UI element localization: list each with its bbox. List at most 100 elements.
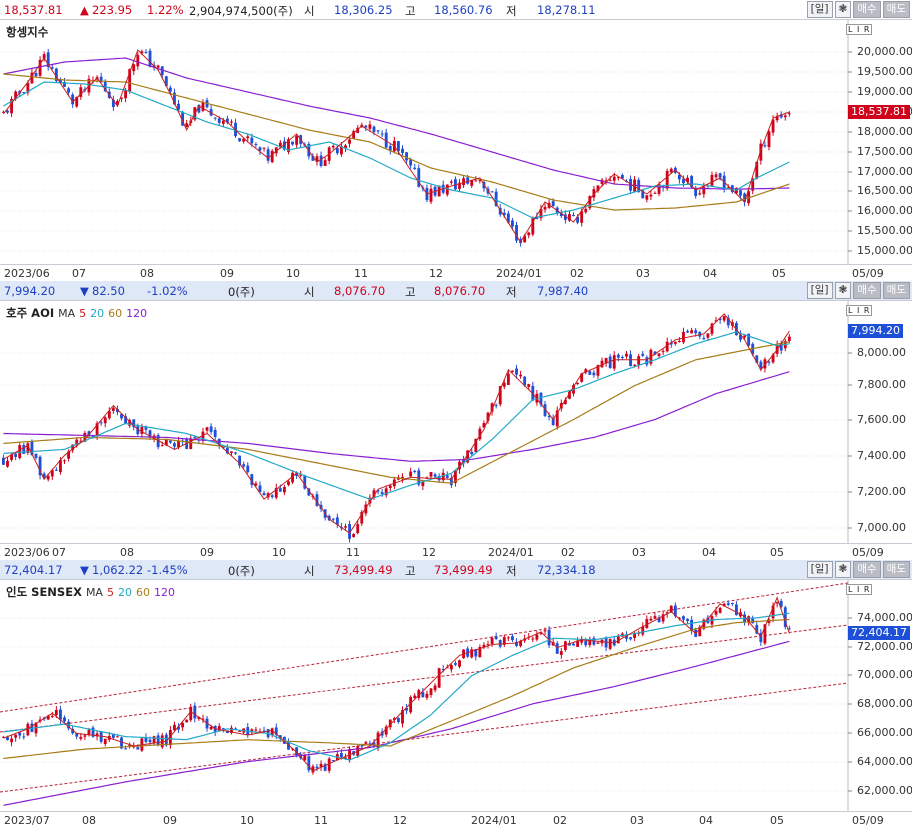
candle-body <box>474 438 478 453</box>
high-value: 18,560.76 <box>434 3 493 17</box>
x-tick-label: 03 <box>636 267 650 280</box>
candle-body <box>433 474 437 477</box>
candle-body <box>718 607 722 613</box>
candle-body <box>168 730 172 746</box>
x-tick-label: 2023/07 <box>4 814 50 827</box>
candle-body <box>604 180 608 182</box>
candle-body <box>576 216 580 223</box>
high-value: 8,076.70 <box>434 284 486 298</box>
buy-button[interactable]: 매수 <box>853 282 881 299</box>
x-tick-label: 12 <box>422 546 436 559</box>
candle-body <box>234 452 237 454</box>
candle-body <box>185 123 189 127</box>
candle-body <box>392 718 396 720</box>
candle-body <box>767 131 771 147</box>
candle-body <box>657 617 661 623</box>
period-selector[interactable]: [일] <box>806 282 833 299</box>
volume: 2,904,974,500(주) <box>189 4 293 18</box>
candle-body <box>246 465 250 473</box>
candle-body <box>588 371 592 375</box>
candle-body <box>319 155 323 166</box>
candle-body <box>201 431 205 441</box>
candle-body <box>79 440 83 442</box>
candle-body <box>95 733 99 737</box>
candle-body <box>576 383 580 385</box>
buy-button[interactable]: 매수 <box>853 1 881 18</box>
quote-header: 18,537.81 ▲ 223.95 1.22% 2,904,974,500(주) 시 18… <box>0 0 912 20</box>
candle-body <box>580 373 584 382</box>
candle-body <box>454 663 457 665</box>
price-axis-area <box>848 580 912 811</box>
period-selector[interactable]: [일] <box>806 1 833 18</box>
sell-button[interactable]: 매도 <box>882 1 910 18</box>
candle-body <box>506 373 510 385</box>
candle-body <box>303 476 307 489</box>
candle-body <box>71 94 75 105</box>
candle-body <box>238 730 242 732</box>
candle-body <box>405 152 408 161</box>
candle-body <box>710 174 714 186</box>
candle-body <box>787 113 791 115</box>
candle-body <box>46 475 50 480</box>
y-tick-label: 19,500.00 <box>857 65 912 78</box>
candle-body <box>759 143 763 161</box>
scale-toggle[interactable]: L I R <box>846 24 873 35</box>
scale-toggle[interactable]: L I R <box>846 584 873 595</box>
candle-body <box>14 453 18 457</box>
sell-button[interactable]: 매도 <box>882 282 910 299</box>
candle-body <box>295 135 299 145</box>
candle-body <box>2 457 5 465</box>
candle-body <box>193 437 197 439</box>
candlestick-chart[interactable] <box>0 580 912 811</box>
high-label: 고 <box>405 285 416 299</box>
settings-gear-icon[interactable]: ❃ <box>834 282 852 299</box>
candle-body <box>531 638 535 640</box>
candle-body <box>6 460 9 467</box>
candle-body <box>75 439 79 446</box>
candle-body <box>515 641 518 646</box>
index-name: 인도 SENSEX <box>6 585 82 599</box>
x-tick-label: 2024/01 <box>488 546 534 559</box>
candle-body <box>763 624 767 644</box>
settings-gear-icon[interactable]: ❃ <box>834 1 852 18</box>
candlestick-chart[interactable] <box>0 20 912 264</box>
candle-body <box>677 617 681 619</box>
candle-body <box>124 748 128 750</box>
candle-body <box>502 637 506 645</box>
x-tick-label: 05 <box>770 814 784 827</box>
candle-body <box>686 330 689 333</box>
period-selector[interactable]: [일] <box>806 561 833 578</box>
candlestick-chart[interactable] <box>0 301 912 543</box>
y-tick-label: 17,500.00 <box>857 145 912 158</box>
candle-body <box>413 695 417 699</box>
y-tick-label: 7,400.00 <box>857 449 906 462</box>
candle-body <box>95 423 99 437</box>
candle-body <box>445 475 449 478</box>
candle-body <box>429 688 433 695</box>
candle-body <box>14 734 18 738</box>
settings-gear-icon[interactable]: ❃ <box>834 561 852 578</box>
x-tick-label: 10 <box>240 814 254 827</box>
candle-body <box>136 54 140 67</box>
candle-body <box>22 736 26 738</box>
candle-body <box>221 447 225 449</box>
candle-body <box>67 451 71 459</box>
open-label: 시 <box>304 564 315 578</box>
x-tick-label: 11 <box>314 814 328 827</box>
x-tick-label: 2024/01 <box>496 267 542 280</box>
sell-button[interactable]: 매도 <box>882 561 910 578</box>
candle-body <box>653 351 657 355</box>
buy-button[interactable]: 매수 <box>853 561 881 578</box>
high-label: 고 <box>405 4 416 18</box>
scale-toggle[interactable]: L I R <box>846 305 873 316</box>
x-axis: 2023/07 08 09 10 11 12 2024/01 02 03 04 05 05/09 <box>0 811 912 829</box>
candle-body <box>641 190 645 199</box>
candle-body <box>201 102 205 111</box>
candle-body <box>588 196 592 209</box>
candle-body <box>490 191 494 193</box>
candle-body <box>482 644 486 648</box>
candle-body <box>417 690 421 698</box>
candle-body <box>686 618 689 622</box>
candle-body <box>413 167 417 170</box>
candle-body <box>120 737 123 749</box>
